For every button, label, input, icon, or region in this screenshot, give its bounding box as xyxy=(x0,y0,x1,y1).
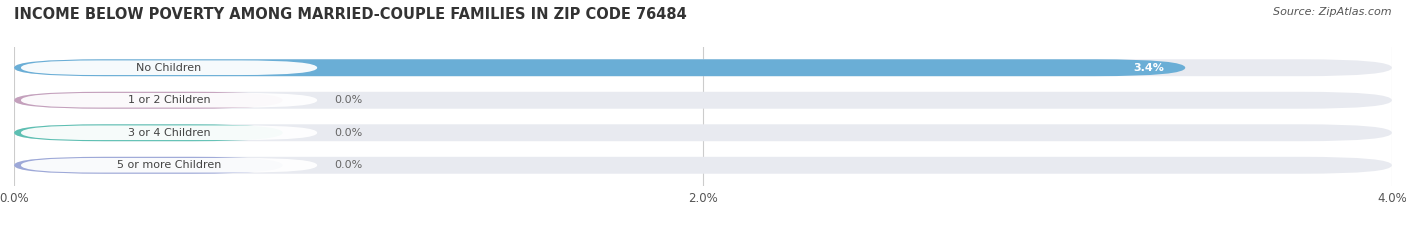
Text: 5 or more Children: 5 or more Children xyxy=(117,160,221,170)
FancyBboxPatch shape xyxy=(21,60,318,75)
FancyBboxPatch shape xyxy=(14,59,1392,76)
Text: 1 or 2 Children: 1 or 2 Children xyxy=(128,95,211,105)
FancyBboxPatch shape xyxy=(14,92,283,109)
FancyBboxPatch shape xyxy=(14,157,1392,174)
Text: 0.0%: 0.0% xyxy=(335,95,363,105)
FancyBboxPatch shape xyxy=(21,93,318,108)
Text: INCOME BELOW POVERTY AMONG MARRIED-COUPLE FAMILIES IN ZIP CODE 76484: INCOME BELOW POVERTY AMONG MARRIED-COUPL… xyxy=(14,7,686,22)
Text: 0.0%: 0.0% xyxy=(335,160,363,170)
Text: Source: ZipAtlas.com: Source: ZipAtlas.com xyxy=(1274,7,1392,17)
FancyBboxPatch shape xyxy=(14,59,1185,76)
FancyBboxPatch shape xyxy=(14,157,283,174)
Text: No Children: No Children xyxy=(136,63,201,73)
FancyBboxPatch shape xyxy=(14,92,1392,109)
Text: 3 or 4 Children: 3 or 4 Children xyxy=(128,128,211,138)
FancyBboxPatch shape xyxy=(21,125,318,140)
Text: 0.0%: 0.0% xyxy=(335,128,363,138)
Text: 3.4%: 3.4% xyxy=(1133,63,1164,73)
FancyBboxPatch shape xyxy=(14,124,283,141)
FancyBboxPatch shape xyxy=(21,158,318,173)
FancyBboxPatch shape xyxy=(14,124,1392,141)
